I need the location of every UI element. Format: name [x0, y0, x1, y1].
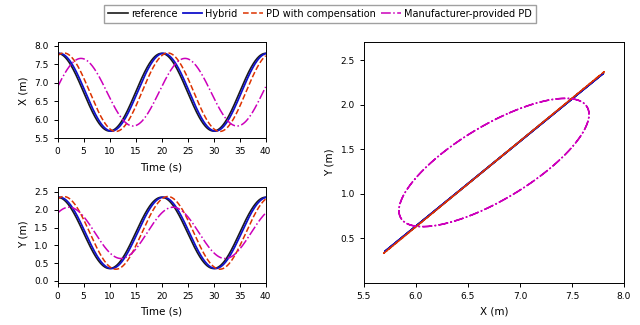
- X-axis label: Time (s): Time (s): [141, 306, 182, 316]
- Y-axis label: X (m): X (m): [19, 76, 29, 105]
- Legend: reference, Hybrid, PD with compensation, Manufacturer-provided PD: reference, Hybrid, PD with compensation,…: [104, 5, 536, 23]
- X-axis label: X (m): X (m): [480, 306, 508, 316]
- Y-axis label: Y (m): Y (m): [325, 149, 335, 176]
- Y-axis label: Y (m): Y (m): [19, 221, 29, 248]
- X-axis label: Time (s): Time (s): [141, 162, 182, 172]
